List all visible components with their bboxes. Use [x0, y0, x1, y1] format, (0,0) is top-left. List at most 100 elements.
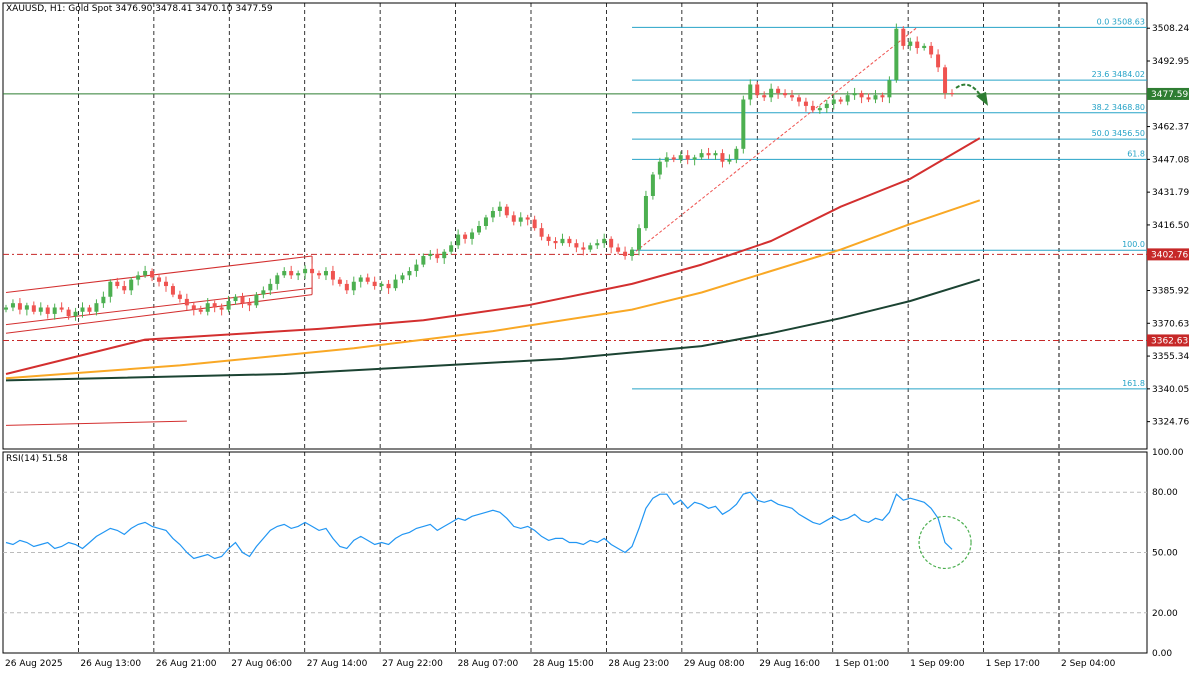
candle: [894, 23, 899, 83]
candle: [4, 304, 8, 313]
candle-body: [226, 301, 231, 310]
y-tick-label: 3370.63: [1152, 319, 1189, 329]
candle: [233, 294, 238, 305]
candle-body: [790, 95, 795, 98]
candle-body: [73, 311, 78, 317]
candle: [344, 280, 349, 294]
candle-body: [372, 281, 377, 287]
candle-body: [838, 99, 843, 102]
candle: [483, 214, 488, 230]
fast-ma-line: [5, 137, 981, 375]
fib-level-label: 50.0 3456.50: [1092, 129, 1145, 138]
candle-body: [609, 238, 614, 248]
candle-body: [115, 281, 120, 287]
y-tick-label: 3340.05: [1152, 385, 1189, 395]
candle: [734, 146, 739, 164]
candle: [922, 43, 927, 51]
candle: [539, 222, 544, 241]
candle-body: [657, 161, 662, 175]
candle-body: [803, 101, 808, 106]
candle: [678, 151, 683, 164]
candle: [470, 228, 475, 245]
candle-body: [414, 264, 419, 272]
x-tick-label: 27 Aug 14:00: [307, 659, 368, 669]
candle: [908, 37, 913, 51]
candle-body: [38, 307, 43, 312]
candle-body: [157, 277, 162, 282]
candle: [616, 243, 621, 255]
candle-body: [254, 294, 259, 306]
y-tick-label: 3447.08: [1152, 155, 1189, 165]
candle-body: [463, 234, 468, 239]
candle-body: [741, 99, 746, 149]
candle-body: [233, 296, 238, 302]
candle: [880, 92, 885, 103]
candle: [950, 89, 954, 97]
x-tick-label: 26 Aug 21:00: [156, 659, 217, 669]
candle: [873, 90, 878, 104]
candle: [581, 242, 586, 256]
candle: [901, 26, 906, 50]
candle: [330, 265, 335, 286]
candle-body: [143, 271, 148, 276]
candle: [379, 281, 384, 291]
candle: [553, 237, 558, 249]
candle: [59, 302, 64, 313]
channel-mid-line: [5, 287, 313, 326]
x-tick-label: 27 Aug 06:00: [231, 659, 292, 669]
candle-body: [310, 268, 315, 274]
candle: [163, 276, 168, 292]
candle-body: [456, 234, 461, 246]
candle: [191, 302, 196, 316]
current-price-tag: [1147, 87, 1189, 100]
candle: [546, 234, 551, 246]
candle-body: [511, 215, 516, 222]
candle-body: [205, 303, 210, 312]
candle: [407, 267, 412, 281]
candle: [685, 150, 690, 165]
candle-body: [748, 84, 753, 100]
rsi-highlight-circle: [918, 515, 972, 570]
candle: [692, 154, 697, 166]
candle-body: [435, 253, 440, 259]
candle: [449, 241, 454, 255]
candle-body: [783, 93, 788, 96]
candle-body: [386, 283, 391, 289]
candle: [226, 295, 231, 313]
y-tick-label: 3355.34: [1152, 352, 1189, 362]
candle: [713, 150, 718, 160]
candle: [129, 277, 134, 296]
candle-body: [317, 273, 322, 276]
candle-body: [685, 155, 690, 160]
candle-body: [247, 303, 252, 306]
current-price-label: 3477.59: [1151, 90, 1188, 100]
candle-body: [762, 95, 767, 98]
candle-body: [442, 251, 447, 259]
candle-body: [887, 80, 892, 98]
y-tick-label: 3462.37: [1152, 123, 1189, 133]
candle: [351, 276, 356, 296]
price-panel-frame: [2, 2, 1148, 450]
candle: [17, 298, 22, 315]
level-price-tag: [1147, 248, 1189, 261]
candle-body: [240, 296, 245, 304]
fib-level-label: 23.6 3484.02: [1092, 70, 1145, 79]
candle: [310, 263, 315, 276]
candle: [671, 154, 676, 163]
candle-body: [546, 236, 551, 242]
candle-body: [650, 174, 655, 196]
candle-body: [477, 226, 481, 233]
candle: [87, 304, 92, 315]
candle: [831, 94, 836, 110]
candle: [372, 276, 377, 290]
candle-body: [901, 28, 906, 46]
candle-body: [539, 228, 544, 237]
candle: [177, 290, 182, 303]
candle-body: [567, 238, 572, 244]
candle: [219, 303, 224, 316]
candle: [198, 305, 203, 315]
fib-level-label: 38.2 3468.80: [1092, 103, 1145, 112]
candle: [490, 207, 495, 223]
